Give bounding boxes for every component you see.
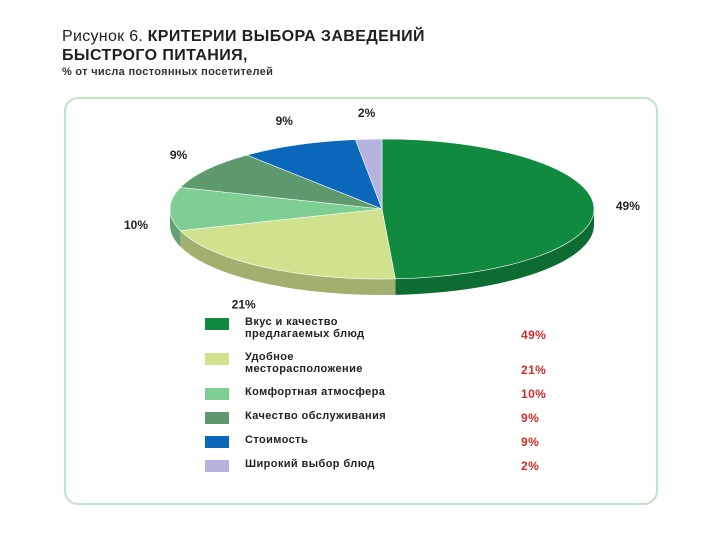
legend-item: Стоимость 9% xyxy=(205,434,585,458)
legend-value: 10% xyxy=(521,387,547,401)
legend-label-line: Стоимость xyxy=(245,434,309,446)
legend-item: Широкий выбор блюд 2% xyxy=(205,458,585,482)
chart-title-line-1: КРИТЕРИИ ВЫБОРА ЗАВЕДЕНИЙ xyxy=(147,28,425,45)
pie-data-label-3: 9% xyxy=(170,148,188,162)
chart-title-line-2: БЫСТРОГО ПИТАНИЯ, xyxy=(62,47,248,64)
legend-item: Качество обслуживания 9% xyxy=(205,410,585,434)
legend-value: 9% xyxy=(521,435,540,449)
pie-data-label-4: 9% xyxy=(276,114,294,128)
chart-subtitle: % от числа постоянных посетителей xyxy=(62,66,274,78)
legend-swatch xyxy=(205,460,229,472)
legend-label: Вкус и качество предлагаемых блюд xyxy=(245,316,485,340)
pie-slice-side-0 xyxy=(395,209,594,295)
legend-item: Комфортная атмосфера 10% xyxy=(205,386,585,410)
legend-swatch xyxy=(205,436,229,448)
legend-swatch xyxy=(205,318,229,330)
pie-slice-side-1 xyxy=(180,230,396,295)
pie-slice-1 xyxy=(179,208,396,280)
legend-value: 21% xyxy=(521,363,547,377)
legend-label: Комфортная атмосфера xyxy=(245,386,485,398)
pie-slice-5 xyxy=(354,138,383,210)
pie-slice-4 xyxy=(245,139,383,210)
legend-label: Широкий выбор блюд xyxy=(245,458,485,470)
pie-data-label-1: 21% xyxy=(232,297,256,311)
legend-label-line: Вкус и качество xyxy=(245,316,338,328)
legend-label-line: предлагаемых блюд xyxy=(245,328,365,340)
figure-prefix: Рисунок 6. xyxy=(62,28,144,45)
pie-side-walls xyxy=(170,209,594,295)
legend-label-line: Удобное xyxy=(245,351,294,363)
pie-data-label-5: 2% xyxy=(358,106,376,120)
legend-item: Вкус и качество предлагаемых блюд 49% xyxy=(205,316,585,351)
legend-label-line: Комфортная атмосфера xyxy=(245,386,386,398)
legend-swatch xyxy=(205,412,229,424)
legend-label: Удобное месторасположение xyxy=(245,351,485,375)
legend-label-line: Широкий выбор блюд xyxy=(245,458,375,470)
legend-label: Стоимость xyxy=(245,434,485,446)
figure-heading: Рисунок 6. КРИТЕРИИ ВЫБОРА ЗАВЕДЕНИЙ БЫС… xyxy=(62,28,682,79)
legend-label-line: месторасположение xyxy=(245,363,363,375)
legend-swatch xyxy=(205,388,229,400)
legend-label-line: Качество обслуживания xyxy=(245,410,387,422)
legend-swatch xyxy=(205,353,229,365)
heading-line-1: Рисунок 6. КРИТЕРИИ ВЫБОРА ЗАВЕДЕНИЙ xyxy=(62,28,682,46)
legend-value: 9% xyxy=(521,411,540,425)
legend-label: Качество обслуживания xyxy=(245,410,485,422)
pie-data-label-2: 10% xyxy=(124,218,148,232)
legend-item: Удобное месторасположение 21% xyxy=(205,351,585,386)
pie-slice-2 xyxy=(169,187,383,231)
legend-value: 2% xyxy=(521,459,540,473)
pie-data-label-0: 49% xyxy=(616,199,640,213)
pie-slice-3 xyxy=(179,154,383,210)
pie-slice-side-2 xyxy=(170,209,181,247)
chart-legend: Вкус и качество предлагаемых блюд 49% Удобн… xyxy=(205,316,585,482)
pie-slice-0 xyxy=(381,138,595,280)
legend-value: 49% xyxy=(521,328,547,342)
chart-frame xyxy=(64,97,658,505)
